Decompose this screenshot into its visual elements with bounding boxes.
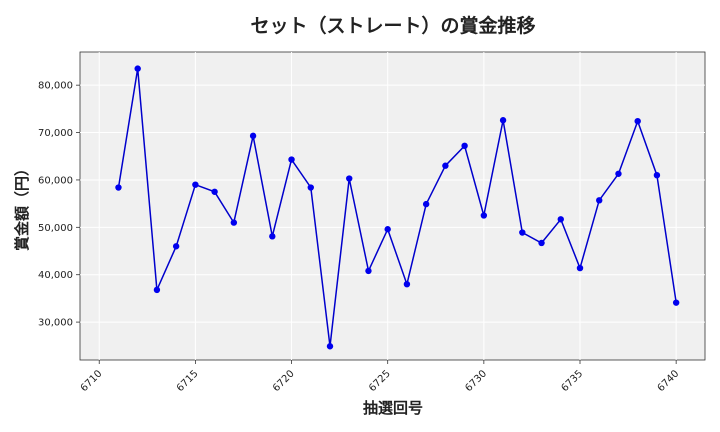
data-point	[172, 243, 180, 250]
data-point	[230, 219, 238, 226]
y-tick-label: 40,000	[38, 270, 73, 281]
data-point	[422, 200, 430, 208]
x-tick-label: 6720	[271, 368, 297, 394]
chart-title: セット（ストレート）の賞金推移	[250, 14, 535, 37]
data-point	[153, 286, 161, 294]
x-axis: 6710 6715 6720 6725 6730 6735 6740	[79, 360, 682, 394]
x-tick-label: 6730	[463, 368, 489, 394]
data-point	[326, 343, 334, 350]
data-point	[192, 181, 199, 188]
data-point	[365, 267, 372, 275]
data-point	[384, 226, 391, 233]
data-point	[672, 299, 680, 306]
data-point	[538, 239, 545, 247]
x-tick-label: 6715	[175, 368, 201, 394]
data-point	[288, 156, 295, 163]
data-point	[403, 280, 411, 288]
x-tick-label: 6740	[656, 368, 682, 394]
data-point	[519, 229, 526, 236]
data-point	[115, 184, 122, 191]
data-point	[557, 216, 564, 223]
x-axis-label: 抽選回号	[363, 399, 423, 417]
data-point	[269, 233, 276, 240]
y-tick-label: 50,000	[38, 223, 73, 234]
data-point	[634, 117, 641, 125]
data-point	[480, 212, 488, 219]
plot-area	[79, 51, 706, 361]
data-point	[211, 188, 218, 195]
y-tick-label: 70,000	[38, 128, 73, 139]
y-tick-label: 80,000	[38, 81, 73, 92]
y-tick-label: 60,000	[38, 175, 73, 186]
y-tick-label: 30,000	[38, 318, 73, 329]
grid	[80, 52, 705, 360]
data-point	[442, 162, 449, 169]
data-point	[596, 197, 603, 204]
data-point	[134, 65, 141, 72]
data-point	[346, 175, 353, 182]
data-point	[499, 117, 507, 124]
x-tick-label: 6735	[559, 368, 585, 394]
data-point	[307, 184, 314, 191]
y-axis-label: 賞金額（円）	[13, 161, 31, 251]
data-point	[615, 170, 622, 177]
data-point	[576, 264, 584, 272]
data-points	[115, 65, 680, 350]
data-point	[653, 172, 661, 179]
y-axis: 30,000 40,000 50,000 60,000 70,000 80,000	[38, 81, 80, 329]
data-point	[249, 132, 257, 140]
data-point	[461, 142, 468, 150]
series-line	[117, 68, 677, 347]
x-tick-label: 6725	[367, 368, 393, 394]
x-tick-label: 6710	[79, 368, 105, 394]
